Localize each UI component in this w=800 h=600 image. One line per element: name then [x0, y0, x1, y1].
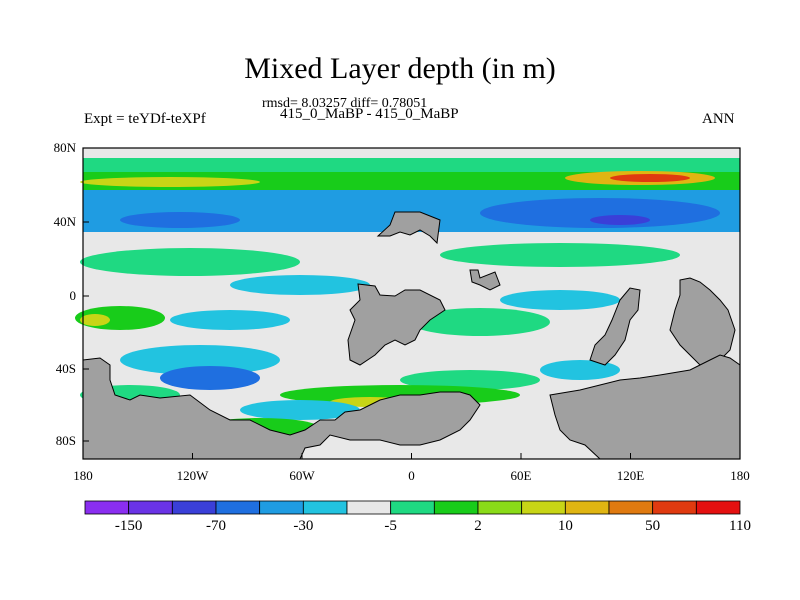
lon-tick-label-60e: 60E — [510, 468, 532, 483]
colorbar-label: -150 — [114, 518, 143, 534]
colorbar-box — [302, 500, 348, 515]
blob-tropic-green — [80, 248, 300, 276]
lat-tick-label-80s: 80S — [55, 433, 76, 448]
colorbar-box — [128, 500, 173, 515]
land-mask — [82, 150, 741, 460]
blob-eq-yellow — [80, 314, 110, 326]
land-antarctica-right — [549, 354, 741, 460]
blob-north-dark — [590, 215, 650, 225]
colorbar-box — [346, 500, 392, 515]
blob-north-yellow — [80, 177, 260, 187]
blob-south-cyan-2 — [540, 360, 620, 380]
map-panel — [75, 147, 741, 460]
colorbar-box — [608, 500, 654, 515]
colorbar-label: -30 — [293, 518, 314, 534]
season-label: ANN — [702, 111, 735, 127]
colorbar-box — [171, 500, 217, 515]
colorbar-label: 110 — [729, 518, 751, 534]
colorbar-label: -5 — [384, 518, 397, 534]
land-south-america — [347, 283, 446, 366]
case-label: 415_0_MaBP - 415_0_MaBP — [280, 106, 459, 122]
blob-north-blue-2 — [120, 212, 240, 228]
land-central-asia — [469, 269, 501, 291]
lon-tick-label-120w: 120W — [176, 468, 209, 483]
lat-tick-label-0: 0 — [69, 288, 77, 303]
lat-tick-label-40n: 40N — [53, 214, 76, 229]
stats-label: rmsd= 8.03257 diff= 0.78051 — [262, 96, 428, 111]
colorbar-label: 10 — [557, 518, 573, 534]
colorbar-box — [215, 500, 261, 515]
blob-south-cyan — [120, 345, 280, 375]
land-australia — [669, 277, 736, 366]
lon-tick-label-120e: 120E — [616, 468, 645, 483]
colorbar-label: 50 — [645, 518, 661, 534]
blob-south-blue — [160, 366, 260, 390]
lon-tick-label-60w: 60W — [289, 468, 315, 483]
colorbar-label: 2 — [474, 518, 482, 534]
blob-tropic-green-2 — [440, 243, 680, 267]
land-africa — [589, 287, 641, 366]
lon-axis — [82, 453, 741, 459]
colorbar-box — [477, 500, 523, 515]
colorbar — [84, 500, 741, 515]
blob-tropic-cyan — [230, 275, 370, 295]
colorbar-box — [695, 500, 741, 515]
blob-south-cyan-3 — [240, 400, 360, 420]
blob-eq-cyan — [170, 310, 290, 330]
colorbar-box — [652, 500, 697, 515]
colorbar-box — [564, 500, 610, 515]
expt-label: Expt = teYDf-teXPf — [84, 111, 206, 127]
map-title: Mixed Layer depth (in m) — [244, 52, 556, 85]
lat-tick-label-40s: 40S — [55, 361, 76, 376]
blob-eq-green-2 — [410, 308, 550, 336]
lon-tick-label-180e: 180 — [730, 468, 750, 483]
colorbar-label: -70 — [206, 518, 226, 534]
colorbar-box — [521, 500, 566, 515]
lon-tick-label-180w: 180 — [73, 468, 93, 483]
colorbar-box — [84, 500, 130, 515]
blob-north-blue — [480, 198, 720, 228]
land-north-america — [376, 211, 441, 245]
land-pacific-strip — [83, 150, 740, 158]
colorbar-box — [390, 500, 435, 515]
lat-tick-label-80n: 80N — [53, 140, 76, 155]
lon-tick-label-0: 0 — [408, 468, 415, 483]
lat-axis — [83, 147, 89, 442]
blob-north-red — [610, 174, 690, 182]
colorbar-box — [433, 500, 479, 515]
colorbar-box — [259, 500, 304, 515]
blob-tropic-cyan-2 — [500, 290, 620, 310]
blob-south-green-2 — [400, 370, 540, 390]
land-antarctica-left — [82, 357, 481, 460]
